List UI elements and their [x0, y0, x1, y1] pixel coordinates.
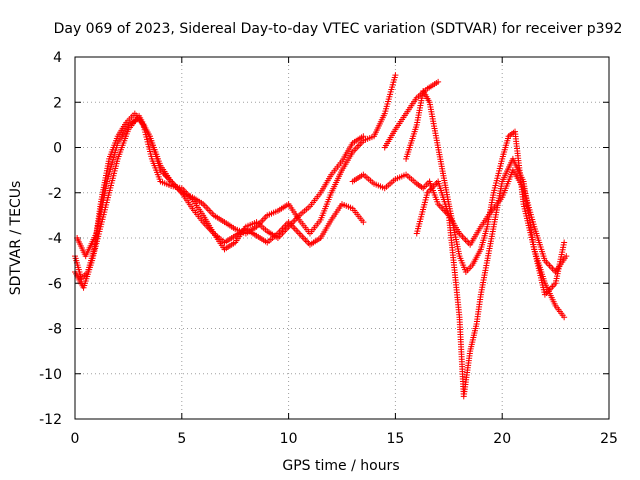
y-tick-label: -12: [39, 412, 62, 428]
grid: [75, 57, 609, 419]
data-point-marker: [392, 72, 399, 79]
data-point-marker: [563, 253, 570, 260]
data-point-marker: [561, 314, 568, 321]
x-axis-label: GPS time / hours: [282, 458, 399, 474]
plot-frame: [74, 56, 610, 420]
series-track-g: [413, 155, 568, 400]
y-tick-label: 2: [53, 95, 62, 111]
y-tick-label: -6: [48, 276, 62, 292]
series-track-f: [381, 78, 442, 151]
data-point-marker: [561, 239, 568, 246]
x-tick-label: 0: [71, 431, 80, 447]
x-tick-label: 20: [493, 431, 511, 447]
y-axis-label: SDTVAR / TECUs: [8, 181, 24, 296]
y-tick-label: -8: [48, 322, 62, 338]
chart-title: Day 069 of 2023, Sidereal Day-to-day VTE…: [54, 21, 623, 37]
series-track-c: [74, 72, 399, 260]
x-tick-label: 10: [280, 431, 298, 447]
x-tick-label: 25: [600, 431, 618, 447]
series-track-e: [403, 87, 568, 321]
y-tick-label: 4: [53, 50, 62, 66]
tick-labels: 0 5 10 15 20 25 -12 -10 -8 -6 -4 -2 0 2 4: [39, 50, 618, 447]
series-track-a: [72, 110, 367, 282]
y-tick-label: 0: [53, 141, 62, 157]
x-tick-label: 15: [386, 431, 404, 447]
y-tick-label: -10: [39, 367, 62, 383]
data-points: [72, 72, 570, 400]
x-tick-label: 5: [177, 431, 186, 447]
data-point-marker: [360, 219, 367, 226]
y-tick-label: -4: [48, 231, 62, 247]
data-point-marker: [435, 78, 442, 85]
y-tick-label: -2: [48, 186, 62, 202]
